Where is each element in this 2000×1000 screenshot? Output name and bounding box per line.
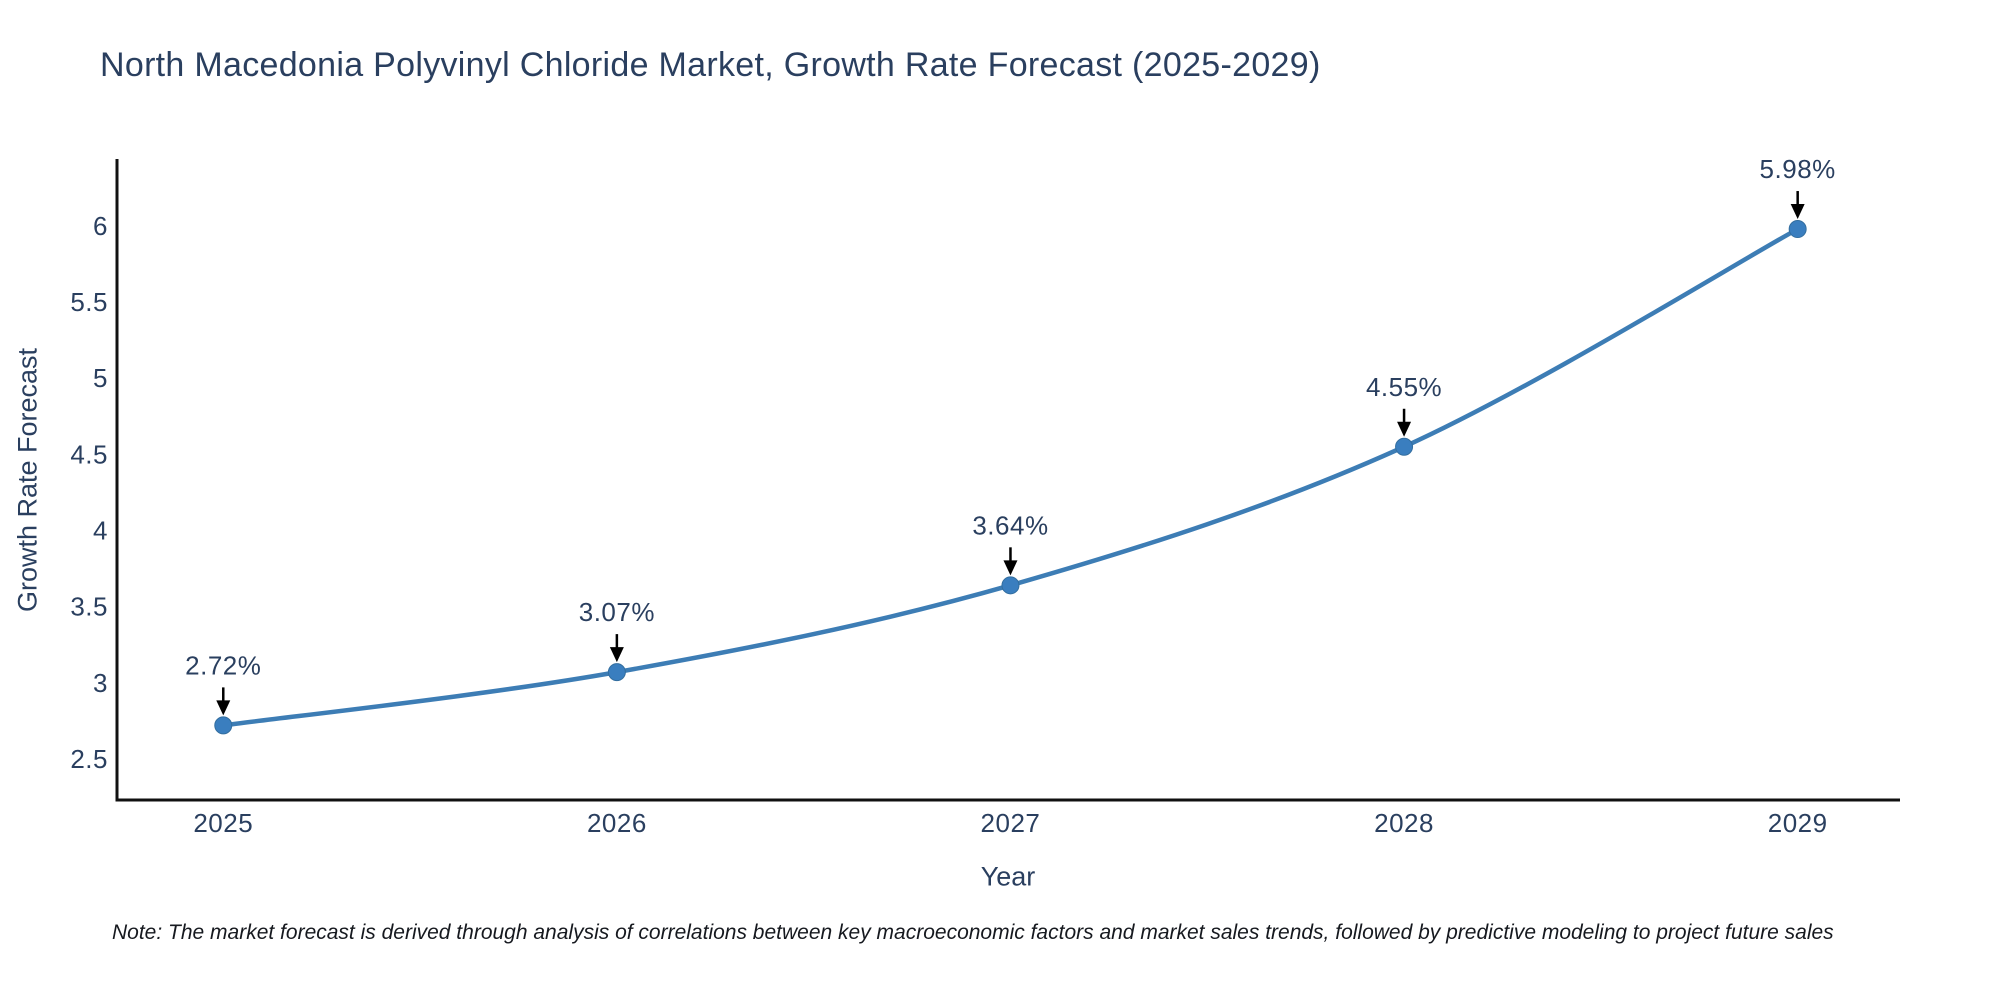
point-annotation-label: 2.72% — [185, 650, 261, 680]
point-annotation-label: 3.64% — [972, 510, 1048, 540]
y-tick-label: 3.5 — [70, 592, 108, 622]
data-point-marker — [607, 663, 626, 682]
x-axis-title: Year — [980, 861, 1036, 892]
point-annotation: 3.07% — [579, 597, 655, 663]
data-point-marker — [214, 716, 233, 735]
x-tick-label: 2027 — [981, 808, 1041, 838]
x-tick-label: 2026 — [587, 808, 647, 838]
annotation-arrow-head — [1397, 421, 1412, 437]
y-tick-label: 2.5 — [70, 744, 108, 774]
growth-rate-line — [221, 226, 1800, 728]
footnote: Note: The market forecast is derived thr… — [112, 921, 1834, 944]
point-annotation: 5.98% — [1760, 154, 1836, 220]
data-point-marker — [1001, 576, 1020, 595]
y-tick-label: 4.5 — [70, 439, 108, 469]
point-annotation-label: 5.98% — [1760, 154, 1836, 184]
annotation-arrow-head — [1790, 204, 1805, 220]
x-tick-label: 2025 — [193, 808, 253, 838]
point-annotation-label: 3.07% — [579, 597, 655, 627]
x-tick-label: 2029 — [1768, 808, 1828, 838]
annotation-arrow-head — [609, 647, 624, 663]
point-annotation: 3.64% — [972, 510, 1048, 576]
point-annotation: 2.72% — [185, 650, 261, 716]
x-tick-label: 2028 — [1374, 808, 1434, 838]
y-tick-label: 4 — [93, 516, 108, 546]
point-annotation-label: 4.55% — [1366, 372, 1442, 402]
point-annotation: 4.55% — [1366, 372, 1442, 437]
data-point-marker — [1788, 220, 1807, 239]
y-tick-label: 3 — [93, 668, 108, 698]
y-tick-label: 6 — [93, 211, 108, 241]
chart-title: North Macedonia Polyvinyl Chloride Marke… — [100, 46, 1321, 84]
axis-lines — [115, 159, 1900, 802]
y-tick-label: 5.5 — [70, 287, 108, 317]
y-tick-label: 5 — [93, 363, 108, 393]
annotation-arrow-head — [216, 700, 231, 716]
data-point-marker — [1395, 437, 1414, 456]
annotation-arrow-head — [1003, 560, 1018, 576]
